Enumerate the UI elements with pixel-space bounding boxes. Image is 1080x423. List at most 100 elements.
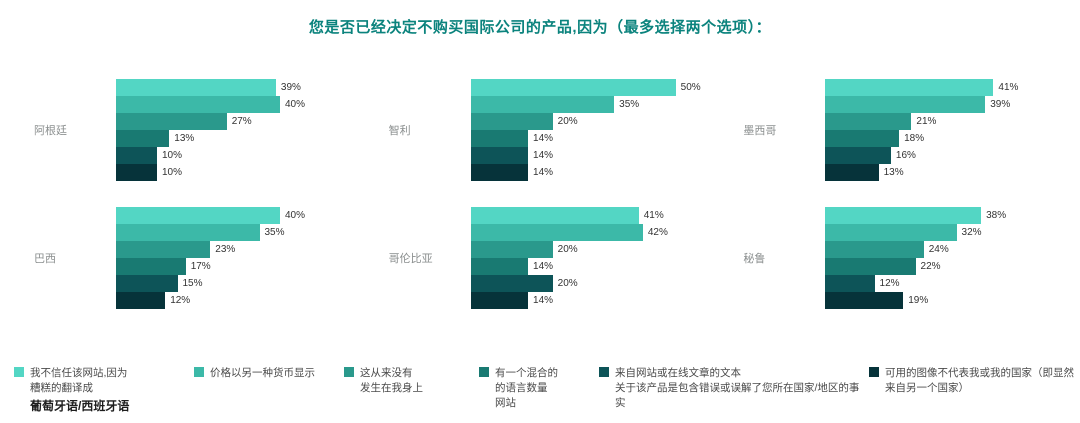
bar-row: 38% (825, 207, 1072, 224)
legend-label: 可用的图像不代表我或我的国家（即显然 来自另一个国家） (885, 366, 1074, 396)
bar (116, 292, 166, 309)
legend-item: 价格以另一种货币显示 (194, 366, 344, 381)
bar-value-label: 13% (174, 133, 195, 144)
legend-label-line: 网站 (495, 397, 516, 410)
legend-label: 这从来没有 发生在我身上 (360, 366, 423, 396)
bar-row: 16% (825, 147, 1072, 164)
bar-row: 39% (116, 79, 363, 96)
bar-value-label: 14% (533, 167, 554, 178)
bar (470, 292, 529, 309)
legend-label-line: 发生在我身上 (360, 382, 423, 395)
bar (825, 292, 904, 309)
bar (470, 224, 643, 241)
bar-value-label: 15% (182, 278, 203, 289)
bar (470, 113, 553, 130)
legend-label: 价格以另一种货币显示 (210, 366, 315, 381)
bar-value-label: 23% (215, 244, 236, 255)
bar (470, 79, 676, 96)
bar-value-label: 14% (533, 295, 554, 306)
bar-row: 14% (470, 292, 718, 309)
bar-row: 15% (116, 275, 363, 292)
bar-row: 41% (825, 79, 1072, 96)
bar (116, 96, 280, 113)
bar-row: 22% (825, 258, 1072, 275)
bar-row: 13% (116, 130, 363, 147)
bar-row: 23% (116, 241, 363, 258)
bar (116, 130, 170, 147)
legend-swatch (869, 367, 879, 377)
legend-item: 来自网站或在线文章的文本关于该产品是包含错误或误解了您所在国家/地区的事实 (599, 366, 869, 412)
bar-value-label: 19% (908, 295, 929, 306)
bar-row: 14% (470, 258, 718, 275)
country-label: 秘鲁 (743, 253, 766, 265)
bar-row: 12% (116, 292, 363, 309)
legend-item: 我不信任该网站,因为 糟糕的翻译成葡萄牙语/西班牙语 (14, 366, 194, 416)
bar-value-label: 14% (533, 261, 554, 272)
bar-value-label: 20% (557, 278, 578, 289)
bar-value-label: 22% (920, 261, 941, 272)
legend-swatch (14, 367, 24, 377)
legend-label-line: 来自另一个国家） (885, 382, 969, 395)
survey-chart-canvas: 您是否已经决定不购买国际公司的产品,因为（最多选择两个选项）： 阿根廷 39% 40… (0, 16, 1080, 423)
bars-group: 39% 40% 27% 13% 10% 10% (116, 79, 363, 181)
bar (825, 79, 994, 96)
country-chart: 秘鲁 38% 32% 24% 22% 12% 19% (717, 207, 1072, 309)
bar-row: 12% (825, 275, 1072, 292)
bar (116, 207, 280, 224)
legend-label-emphasis: 葡萄牙语/西班牙语 (30, 399, 130, 414)
bars-group: 38% 32% 24% 22% 12% 19% (825, 207, 1072, 309)
bar-value-label: 39% (280, 82, 301, 93)
bar-value-label: 18% (904, 133, 925, 144)
bar-row: 20% (470, 275, 718, 292)
bars-group: 50% 35% 20% 14% 14% 14% (470, 79, 718, 181)
bar-value-label: 12% (879, 278, 900, 289)
legend-label-line: 关于该产品是包含错误或误解了您所在国家/地区的事实 (615, 382, 860, 410)
bar (116, 79, 276, 96)
bar-row: 14% (470, 164, 718, 181)
bar (470, 241, 553, 258)
bar-row: 21% (825, 113, 1072, 130)
bar (470, 130, 529, 147)
bar-value-label: 14% (533, 133, 554, 144)
legend-label: 我不信任该网站,因为 糟糕的翻译成葡萄牙语/西班牙语 (30, 366, 129, 416)
legend-label-line: 的语言数量 (495, 382, 548, 395)
bar (116, 241, 211, 258)
bar-value-label: 10% (162, 167, 183, 178)
legend-item: 有一个混合的 的语言数量网站 (479, 366, 599, 412)
legend-item: 这从来没有 发生在我身上 (344, 366, 479, 396)
bar-value-label: 17% (190, 261, 211, 272)
bar-row: 20% (470, 241, 718, 258)
bar-value-label: 14% (533, 150, 554, 161)
bar-value-label: 41% (998, 82, 1019, 93)
legend-label-line: 有一个混合的 (495, 367, 558, 379)
legend-label-line: 糟糕的翻译成 (30, 382, 93, 395)
bar (825, 130, 900, 147)
legend-item: 可用的图像不代表我或我的国家（即显然 来自另一个国家） (869, 366, 1079, 396)
legend-label-line: 来自网站或在线文章的文本 (615, 367, 741, 379)
bar-row: 41% (470, 207, 718, 224)
bar (825, 147, 891, 164)
bar (470, 164, 529, 181)
legend-label-line: 我不信任该网站,因为 (30, 367, 128, 379)
bar-value-label: 41% (643, 210, 664, 221)
bar (825, 224, 957, 241)
bar-value-label: 40% (285, 99, 306, 110)
bar-value-label: 24% (928, 244, 949, 255)
bar (825, 96, 986, 113)
charts-grid: 阿根廷 39% 40% 27% 13% 10% 10% 智利 50% 35% 20% 14% 14% 14… (0, 79, 1080, 309)
bar-value-label: 40% (285, 210, 306, 221)
bar-value-label: 20% (557, 244, 578, 255)
bar (470, 207, 639, 224)
bar-row: 35% (116, 224, 363, 241)
country-label: 哥伦比亚 (388, 253, 433, 265)
country-chart: 巴西 40% 35% 23% 17% 15% 12% (8, 207, 363, 309)
bar-value-label: 35% (264, 227, 285, 238)
bar-row: 13% (825, 164, 1072, 181)
bar-row: 10% (116, 147, 363, 164)
bar (116, 258, 186, 275)
bar (116, 275, 178, 292)
country-chart: 哥伦比亚 41% 42% 20% 14% 20% 14% (363, 207, 718, 309)
legend-swatch (599, 367, 609, 377)
bar-row: 40% (116, 96, 363, 113)
bar (825, 207, 982, 224)
